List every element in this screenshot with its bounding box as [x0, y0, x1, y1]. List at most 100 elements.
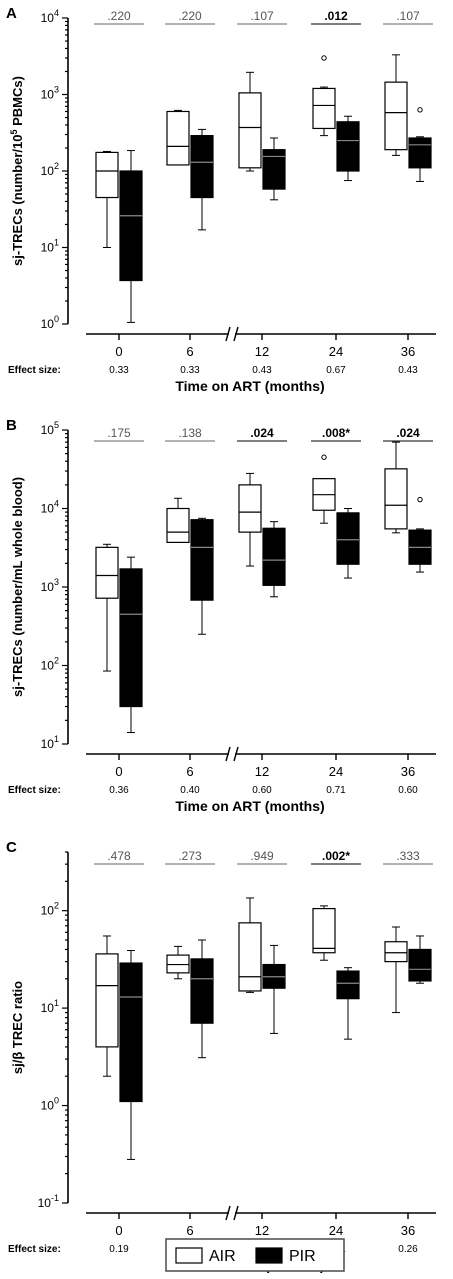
box-iqr	[166, 110, 190, 166]
outlier-point	[417, 107, 423, 113]
p-value-label: .138	[178, 426, 202, 440]
p-value-label: .949	[250, 849, 274, 863]
box-iqr	[95, 546, 119, 599]
p-value-label: .333	[396, 849, 420, 863]
box-iqr	[190, 135, 214, 199]
effect-size-value: 0.60	[398, 785, 418, 796]
legend-label-pir: PIR	[289, 1248, 316, 1265]
y-tick-label: 100	[41, 1096, 59, 1113]
box-pir	[408, 496, 432, 573]
box-iqr	[262, 527, 286, 586]
x-axis-label: Time on ART (months)	[175, 378, 324, 394]
p-value-label: .220	[178, 9, 202, 23]
outlier-point	[417, 496, 423, 503]
box-pir	[119, 950, 143, 1160]
x-tick-label: 12	[255, 1223, 269, 1238]
box-air	[166, 109, 190, 166]
p-value-label: .024	[250, 426, 274, 440]
p-value-label: .175	[107, 426, 131, 440]
x-tick-label: 0	[115, 764, 122, 779]
legend-swatch-pir	[255, 1247, 283, 1264]
x-tick-label: 6	[186, 344, 193, 359]
effect-size-value: 0.43	[252, 365, 272, 376]
legend-label-air: AIR	[209, 1248, 236, 1265]
box-pir	[190, 128, 214, 231]
box-iqr	[95, 151, 119, 199]
legend: AIR PIR	[165, 1238, 345, 1272]
effect-size-label: Effect size:	[8, 365, 61, 376]
p-value-label: .107	[250, 9, 274, 23]
p-value-label: .024	[396, 426, 420, 440]
box-air	[166, 945, 190, 980]
x-tick-label: 6	[186, 764, 193, 779]
box-air	[95, 150, 119, 248]
box-air	[166, 497, 190, 543]
chart-panel-b: B 101 102 103 104 105 sj-TRECs (number/mL whol…	[6, 417, 436, 814]
p-value-label: .008*	[322, 426, 350, 440]
x-axis-break-mark	[225, 326, 231, 342]
box-iqr	[384, 468, 408, 530]
x-tick-label: 12	[255, 764, 269, 779]
box-iqr	[384, 941, 408, 963]
x-tick-label: 12	[255, 344, 269, 359]
box-pir	[262, 944, 286, 1034]
p-value-label: .012	[324, 9, 348, 23]
effect-size-value: 0.71	[326, 785, 346, 796]
effect-size-label: Effect size:	[8, 1244, 61, 1255]
box-iqr	[166, 507, 190, 543]
x-tick-label: 36	[401, 764, 415, 779]
box-pir	[262, 521, 286, 598]
box-air	[95, 935, 119, 1077]
x-tick-label: 36	[401, 344, 415, 359]
panel-letter: C	[6, 839, 17, 856]
box-air	[312, 454, 336, 524]
box-air	[384, 926, 408, 1014]
y-axis-label: sj/β TREC ratio	[10, 981, 25, 1074]
box-air	[384, 441, 408, 534]
outlier-point	[321, 55, 327, 61]
x-tick-label: 0	[115, 344, 122, 359]
box-iqr	[119, 962, 143, 1103]
box-iqr	[119, 568, 143, 708]
box-iqr	[119, 170, 143, 282]
effect-size-label: Effect size:	[8, 785, 61, 796]
box-iqr	[336, 512, 360, 565]
y-tick-label: 101	[41, 238, 59, 255]
p-value-label: .478	[107, 849, 131, 863]
box-air	[238, 897, 262, 993]
effect-size-value: 0.67	[326, 365, 346, 376]
box-iqr	[408, 948, 432, 982]
box-pir	[262, 137, 286, 201]
effect-size-value: 0.40	[180, 785, 200, 796]
box-pir	[408, 935, 432, 984]
legend-swatch-air	[175, 1247, 203, 1264]
x-axis-break-mark	[225, 1205, 231, 1221]
x-tick-label: 6	[186, 1223, 193, 1238]
box-iqr	[336, 121, 360, 172]
y-axis-label: sj-TRECs (number/mL whole blood)	[10, 477, 25, 697]
y-tick-label: 105	[41, 420, 59, 437]
box-iqr	[238, 922, 262, 992]
box-iqr	[190, 519, 214, 601]
box-iqr	[238, 484, 262, 533]
y-tick-label: 103	[41, 577, 59, 594]
box-iqr	[262, 149, 286, 190]
p-value-label: .273	[178, 849, 202, 863]
y-tick-label: 102	[41, 901, 59, 918]
box-pir	[336, 115, 360, 182]
effect-size-value: 0.33	[180, 365, 200, 376]
box-pir	[119, 556, 143, 734]
x-tick-label: 24	[329, 344, 343, 359]
box-air	[312, 55, 336, 137]
effect-size-value: 0.36	[109, 785, 129, 796]
box-pir	[190, 517, 214, 635]
x-tick-label: 0	[115, 1223, 122, 1238]
y-tick-label: 102	[41, 656, 59, 673]
p-value-label: .107	[396, 9, 420, 23]
x-axis-break-mark	[225, 746, 231, 762]
y-tick-label: 102	[41, 161, 59, 178]
effect-size-value: 0.60	[252, 785, 272, 796]
effect-size-value: 0.33	[109, 365, 129, 376]
y-tick-label: 104	[41, 8, 59, 25]
